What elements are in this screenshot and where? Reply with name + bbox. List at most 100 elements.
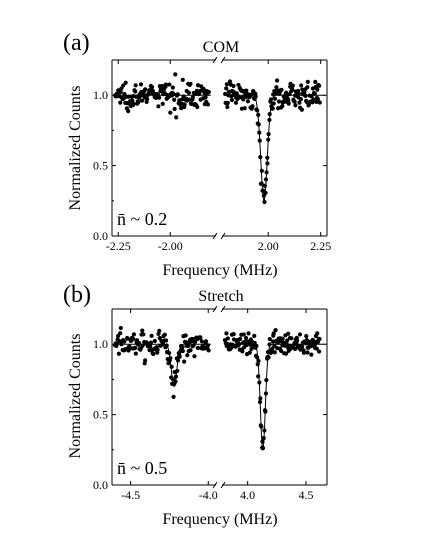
panel-a-point-left [182, 102, 187, 107]
panel-b-point-right [301, 350, 307, 355]
panel-b: (b) Stretch Normalized Counts Frequency … [63, 282, 328, 528]
panel-b-point-right [272, 350, 277, 355]
panel-b-point-left [140, 328, 145, 333]
panel-b-point-left [148, 344, 153, 349]
panel-a-point-left [156, 104, 161, 109]
panel-a-point-right [233, 100, 239, 105]
panel-b-point-left [131, 332, 137, 337]
panel-a-points [113, 72, 322, 205]
panel-a-point-left [194, 88, 200, 93]
panel-b-point-right [273, 328, 278, 333]
panel-a-point-right [276, 99, 282, 104]
panel-a-point-left [201, 86, 206, 92]
panel-b-point-left [186, 343, 191, 349]
panel-a-break-mark [220, 56, 226, 64]
panel-b-point-left [166, 361, 171, 366]
panel-a-point-right [250, 104, 255, 109]
panel-a-point-right [315, 97, 320, 102]
panel-b-point-left [131, 336, 136, 342]
panel-b-point-right [252, 333, 257, 338]
panel-a-point-right [305, 79, 310, 84]
panel-a-point-left [126, 109, 131, 114]
panel-b-point-left [162, 332, 167, 337]
panel-a-ytick-label: 0.5 [93, 159, 108, 173]
panel-a-point-right [242, 106, 247, 111]
panel-b-point-left [198, 335, 203, 340]
panel-a-fit-line-right [227, 94, 325, 203]
panel-b-point-left [122, 339, 127, 344]
panel-a-point-left [175, 92, 180, 97]
panel-a-point-left [138, 82, 144, 87]
panel-a-point-right [313, 79, 318, 84]
panel-b-point-right [314, 346, 319, 351]
panel-b-point-left [118, 325, 123, 331]
panel-b-point-right [247, 350, 252, 355]
panel-b-ylabel: Normalized Counts [67, 334, 84, 459]
panel-a-point-right [298, 97, 303, 102]
panel-b-point-left [134, 338, 140, 343]
panel-b-point-right [241, 332, 246, 337]
panel-a-break-mark [212, 232, 218, 240]
panel-b-point-right [224, 331, 229, 336]
panel-b-point-right [243, 335, 249, 341]
panel-b-annotation: n̄ ~ 0.5 [117, 458, 167, 478]
panel-a-point-right [271, 101, 276, 106]
panel-b-point-right [280, 336, 285, 341]
panel-a-point-left [167, 82, 172, 87]
panel-b-point-right [246, 331, 251, 336]
panel-b-point-right [309, 352, 314, 357]
panel-b-label: (b) [63, 282, 91, 308]
panel-a-point-right [296, 91, 301, 96]
panel-a-point-left [133, 89, 138, 94]
panel-a-point-right [272, 96, 278, 101]
panel-b-point-right [271, 331, 276, 336]
panel-a-point-right [317, 100, 322, 105]
panel-a-annotation: n̄ ~ 0.2 [117, 209, 167, 229]
panel-b-fit [114, 343, 325, 452]
panel-a-point-right [270, 106, 275, 111]
panel-a-point-left [188, 81, 193, 87]
panel-b-point-left [155, 347, 160, 352]
panel-b-point-left [118, 331, 123, 336]
panel-a-label: (a) [63, 30, 90, 56]
panel-a-point-right [279, 87, 284, 92]
panel-a-point-right [305, 85, 310, 90]
panel-b-point-right [267, 336, 272, 342]
panel-b-point-right [240, 349, 245, 354]
panel-a-point-left [163, 82, 168, 87]
panel-b-point-left [185, 353, 190, 358]
panel-b-break-mark [220, 481, 226, 489]
panel-a-point-left [143, 87, 148, 92]
panel-b-point-right [285, 338, 290, 343]
panel-b-point-right [316, 349, 322, 354]
panel-a-point-right [224, 82, 230, 87]
panel-a-point-left [133, 83, 138, 88]
panel-b-point-right [315, 331, 320, 336]
panel-a-point-right [315, 87, 320, 92]
panel-b-point-right [231, 332, 236, 337]
panel-b-point-left [182, 359, 187, 364]
panel-b-point-left [141, 332, 146, 337]
panel-a-ytick-label: 1.0 [93, 88, 108, 102]
panel-a-axes: 0.0 0.5 1.0 -2.25 -2.00 2.00 2.25 [93, 56, 331, 253]
panel-b-point-right [295, 338, 300, 343]
panel-b-point-left [180, 348, 185, 354]
panel-a-point-right [274, 85, 279, 90]
panel-a-point-left [172, 106, 177, 112]
panel-b-point-right [237, 336, 243, 342]
panel-b-point-left [157, 328, 162, 333]
panel-b-break-mark [212, 481, 218, 489]
panel-a-point-left [186, 90, 191, 95]
panel-a-point-left [149, 85, 155, 90]
panel-a-point-right [244, 88, 249, 93]
panel-a-point-left [170, 85, 175, 90]
panel-a-break-mark [212, 56, 218, 64]
panel-a-ytick-label: 0.0 [93, 229, 108, 243]
panel-b-point-left [192, 354, 197, 359]
panel-b-point-left [183, 333, 188, 338]
panel-a-point-left [199, 84, 204, 89]
panel-a-fit [114, 94, 325, 203]
panel-b-point-left [148, 340, 153, 345]
panel-a-point-right [225, 100, 230, 106]
